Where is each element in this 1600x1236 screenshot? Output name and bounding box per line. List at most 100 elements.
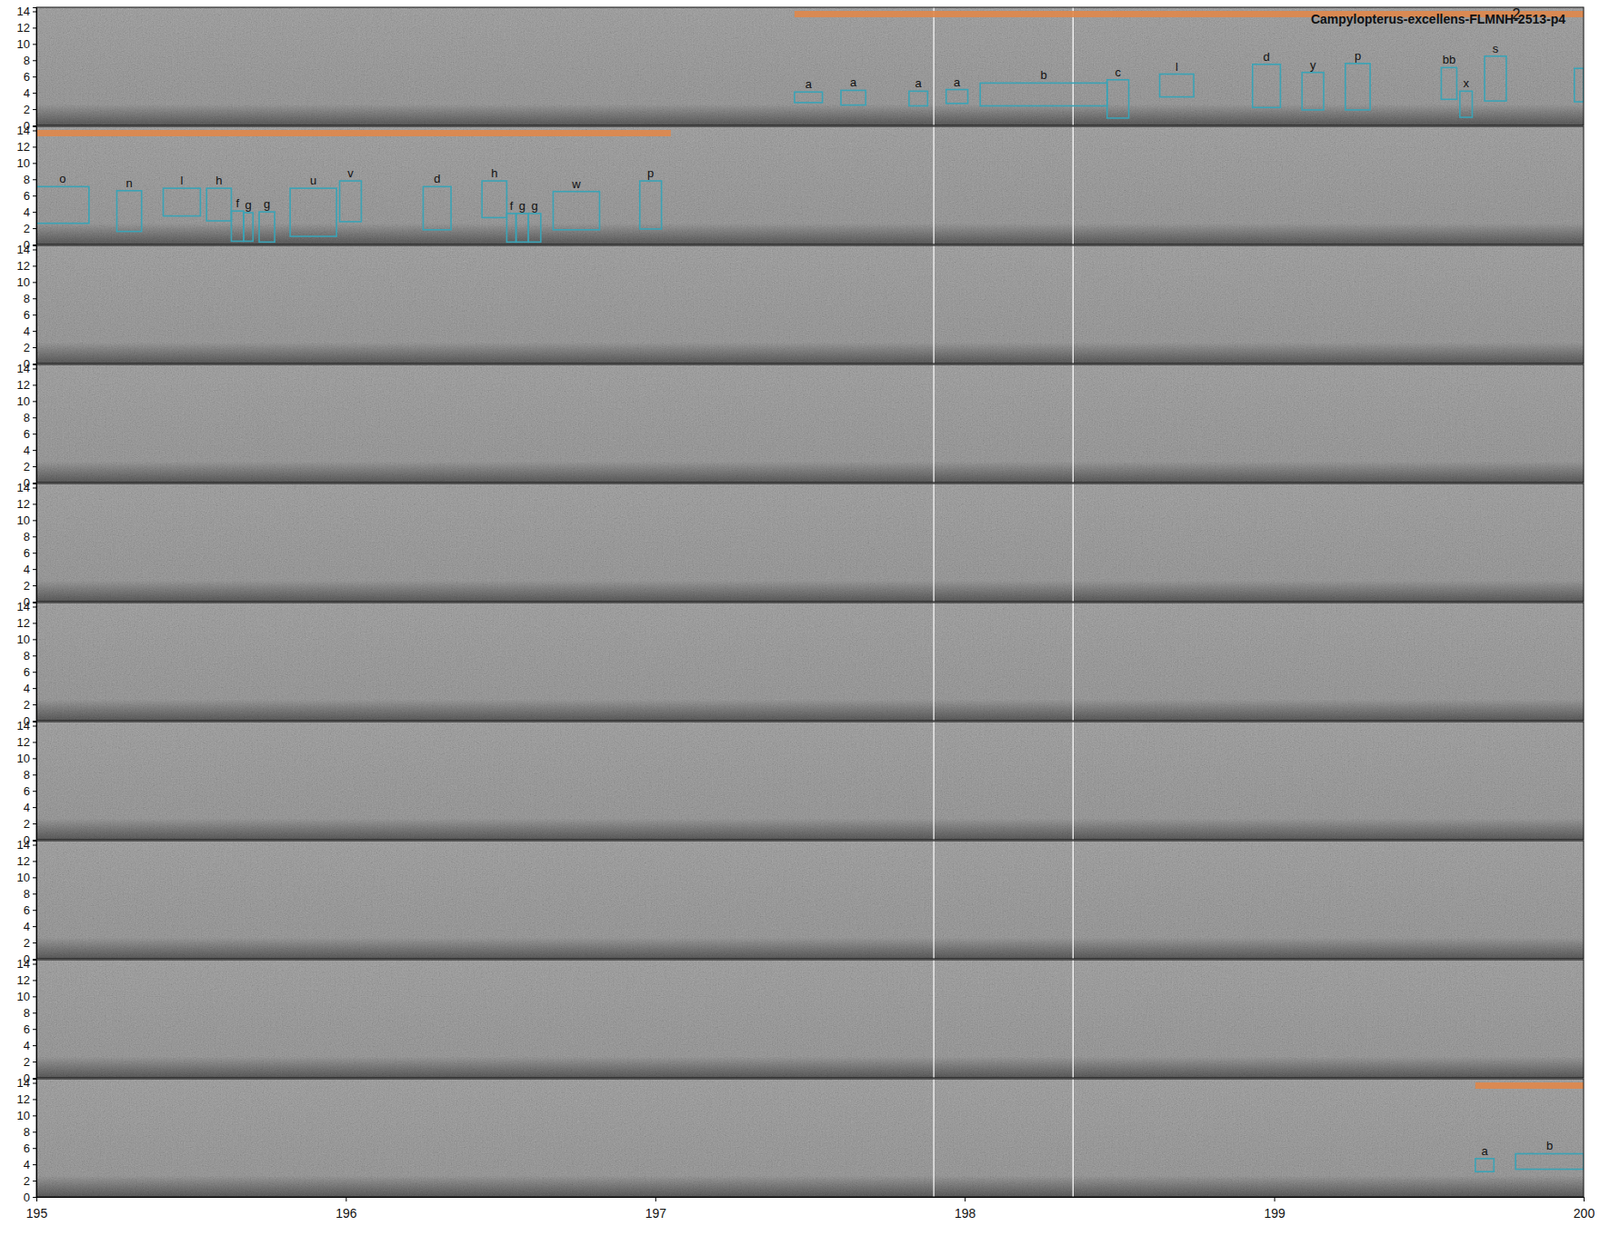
tick-mark bbox=[32, 76, 37, 78]
panel-frame bbox=[36, 602, 1584, 721]
tick: 4 bbox=[23, 562, 37, 577]
annotation-box bbox=[1574, 68, 1584, 102]
tick-mark bbox=[32, 655, 37, 657]
axis-line bbox=[32, 603, 38, 722]
noise bbox=[36, 721, 1584, 840]
tick-mark bbox=[32, 688, 37, 690]
tick-mark bbox=[32, 569, 37, 570]
annotation-label: b bbox=[1040, 68, 1047, 82]
y-axis: 02468101214 bbox=[17, 123, 38, 252]
tick-label: 14 bbox=[17, 957, 30, 971]
marker-line bbox=[1072, 960, 1074, 1079]
low-band bbox=[36, 245, 1584, 364]
noise bbox=[36, 960, 1584, 1079]
tick-label: 6 bbox=[23, 784, 30, 799]
tick-mark bbox=[32, 314, 37, 316]
tick: 8 bbox=[23, 887, 37, 901]
tick-mark bbox=[32, 1082, 37, 1084]
tick-mark bbox=[32, 27, 37, 29]
annotation-box bbox=[980, 82, 1108, 106]
tick-label: 14 bbox=[17, 4, 30, 19]
selection-bar bbox=[1475, 1082, 1584, 1090]
tick: 4 bbox=[23, 1039, 37, 1053]
tick: 14 bbox=[17, 123, 37, 138]
tick-mark bbox=[32, 265, 37, 267]
tick: 12 bbox=[17, 20, 37, 35]
tick-mark bbox=[32, 1115, 37, 1117]
tick-label: 14 bbox=[17, 600, 30, 614]
marker-line bbox=[933, 7, 935, 126]
annotation-box bbox=[1484, 56, 1507, 101]
tick: 6 bbox=[23, 308, 37, 322]
annotation-box bbox=[528, 213, 541, 242]
tick: 6 bbox=[23, 546, 37, 560]
panel: onlhfgguvdhfggwp02468101214 bbox=[17, 123, 1584, 252]
tick-mark bbox=[32, 807, 37, 809]
annotation-box bbox=[36, 186, 90, 223]
annotation-label: p bbox=[1354, 49, 1361, 63]
low-band bbox=[36, 364, 1584, 483]
noise bbox=[36, 245, 1584, 364]
tick: 4 bbox=[23, 86, 37, 100]
tick-label: 10 bbox=[17, 37, 30, 51]
tick: 14 bbox=[17, 957, 37, 971]
tick-mark bbox=[32, 1078, 37, 1080]
tick-mark bbox=[32, 963, 37, 965]
tick: 4 bbox=[23, 681, 37, 696]
axis-line bbox=[32, 8, 38, 127]
panel: ab02468101214 bbox=[17, 1076, 1584, 1205]
tick-label: 8 bbox=[23, 172, 30, 187]
panel-frame bbox=[36, 245, 1584, 364]
tick-mark bbox=[32, 1131, 37, 1133]
annotation-box bbox=[290, 188, 337, 237]
tick-mark bbox=[32, 417, 37, 419]
tick-mark bbox=[32, 844, 37, 846]
tick-mark bbox=[32, 162, 37, 164]
annotation-box bbox=[909, 90, 928, 106]
annotation-box bbox=[794, 91, 823, 103]
chart: aaaabcldypbbxs02468101214onlhfgguvdhfggw… bbox=[0, 0, 1600, 1236]
tick-label: 8 bbox=[23, 53, 30, 68]
annotation-box bbox=[1515, 1153, 1584, 1170]
noise bbox=[36, 364, 1584, 483]
tick-label: 2 bbox=[23, 460, 30, 474]
tick-label: 6 bbox=[23, 427, 30, 441]
annotations bbox=[794, 10, 1584, 119]
tick-label: 12 bbox=[17, 1092, 30, 1107]
annotations bbox=[36, 130, 671, 242]
noise bbox=[36, 602, 1584, 721]
tick-mark bbox=[32, 249, 37, 250]
tick: 2 bbox=[23, 1055, 37, 1070]
tick: 2 bbox=[23, 102, 37, 117]
tick: 2 bbox=[23, 340, 37, 355]
tick-mark bbox=[32, 1061, 37, 1063]
annotation-box bbox=[506, 213, 516, 242]
y-axis: 02468101214 bbox=[17, 1076, 38, 1205]
tick-label: 195 bbox=[26, 1206, 49, 1221]
tick-label: 14 bbox=[17, 123, 30, 138]
tick: 14 bbox=[17, 600, 37, 614]
tick: 10 bbox=[17, 513, 37, 528]
low-band bbox=[36, 126, 1584, 245]
tick-label: 2 bbox=[23, 221, 30, 236]
annotation-label: g bbox=[530, 199, 538, 213]
annotation-box bbox=[640, 180, 662, 230]
tick: 6 bbox=[23, 903, 37, 918]
tick: 195 bbox=[26, 1197, 49, 1221]
tick-mark bbox=[32, 60, 37, 61]
panel-frame bbox=[36, 364, 1584, 483]
tick-label: 199 bbox=[1263, 1206, 1286, 1221]
tick: 12 bbox=[17, 973, 37, 988]
tick: 197 bbox=[645, 1197, 668, 1221]
tick: 4 bbox=[23, 324, 37, 339]
tick: 4 bbox=[23, 443, 37, 458]
tick: 198 bbox=[954, 1197, 977, 1221]
tick-mark bbox=[32, 1164, 37, 1166]
noise bbox=[36, 483, 1584, 602]
tick: 14 bbox=[17, 242, 37, 257]
tick-mark bbox=[32, 368, 37, 370]
tick-label: 14 bbox=[17, 361, 30, 376]
tick: 4 bbox=[23, 1158, 37, 1172]
annotation-box bbox=[1345, 63, 1370, 110]
tick-mark bbox=[32, 671, 37, 673]
